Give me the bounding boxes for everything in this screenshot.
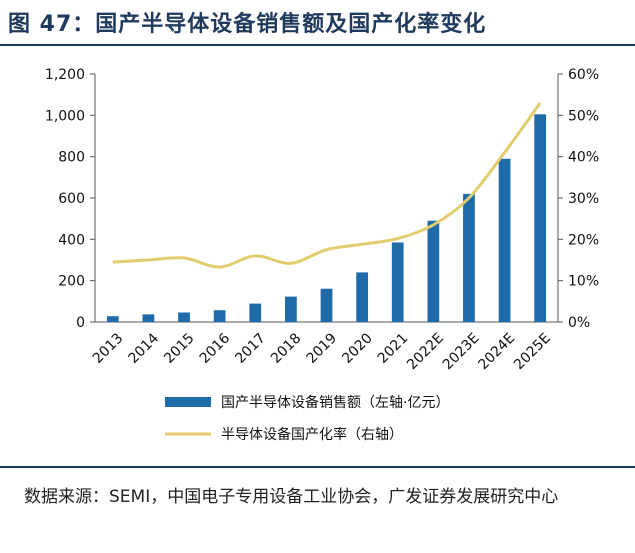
- x-tick-label: 2020: [339, 330, 376, 367]
- x-tick-label: 2016: [197, 330, 234, 367]
- bar: [427, 220, 440, 322]
- title-divider: [0, 44, 635, 46]
- right-tick-label: 50%: [568, 108, 599, 124]
- x-tick-label: 2019: [304, 330, 341, 367]
- x-tick-label: 2018: [268, 330, 305, 367]
- x-tick-label: 2015: [161, 330, 198, 367]
- left-tick-label: 600: [58, 191, 85, 207]
- bar: [391, 242, 404, 322]
- bar: [213, 310, 226, 322]
- bar: [320, 288, 333, 322]
- x-tick-label: 2023E: [440, 330, 483, 373]
- bar: [178, 312, 190, 322]
- left-tick-label: 1,200: [45, 67, 85, 83]
- source-divider: [0, 466, 635, 468]
- x-tick-labels: 2013 2014 2015 2016 2017 2018 2019 2020 20212022…: [90, 330, 554, 373]
- line-series: [112, 102, 542, 269]
- legend-bar-swatch: [165, 397, 211, 407]
- left-tick-label: 800: [58, 150, 85, 166]
- x-tick-label: 2024E: [475, 330, 518, 373]
- left-tick-label: 1,000: [45, 108, 85, 124]
- right-tick-label: 60%: [568, 67, 599, 83]
- bar: [534, 114, 547, 322]
- x-tick-label: 2014: [126, 330, 163, 367]
- right-tick-label: 10%: [568, 274, 599, 290]
- chart: 0 200 400 600 800 1,000 1,200 0% 10% 20% 30% 40% 50%…: [45, 67, 599, 443]
- right-tick-label: 20%: [568, 232, 599, 248]
- x-tick-label: 2017: [232, 330, 269, 367]
- bar: [142, 314, 155, 322]
- left-tick-label: 200: [58, 274, 85, 290]
- bar: [106, 316, 119, 322]
- bar-series: [106, 114, 547, 322]
- figure-title: 图 47：国产半导体设备销售额及国产化率变化: [8, 12, 487, 37]
- x-tick-label: 2022E: [404, 330, 447, 373]
- legend-line-label: 半导体设备国产化率（右轴）: [221, 426, 403, 443]
- left-tick-label: 0: [76, 315, 85, 331]
- legend-bar-label: 国产半导体设备销售额（左轴·亿元）: [221, 394, 449, 411]
- bar: [498, 158, 511, 322]
- chart-axes: 0 200 400 600 800 1,000 1,200 0% 10% 20% 30% 40% 50%…: [45, 67, 599, 331]
- legend: 国产半导体设备销售额（左轴·亿元） 半导体设备国产化率（右轴）: [165, 394, 449, 443]
- bar: [249, 303, 262, 322]
- right-tick-label: 0%: [568, 315, 590, 331]
- source-note: 数据来源：SEMI，中国电子专用设备工业协会，广发证券发展研究中心: [24, 487, 559, 507]
- right-tick-label: 40%: [568, 150, 599, 166]
- bar: [285, 296, 297, 322]
- bar: [356, 272, 368, 322]
- line-path: [112, 102, 542, 269]
- left-tick-label: 400: [58, 232, 85, 248]
- x-tick-label: 2025E: [511, 330, 554, 373]
- right-tick-label: 30%: [568, 191, 599, 207]
- bar: [463, 193, 475, 322]
- x-tick-label: 2013: [90, 330, 127, 367]
